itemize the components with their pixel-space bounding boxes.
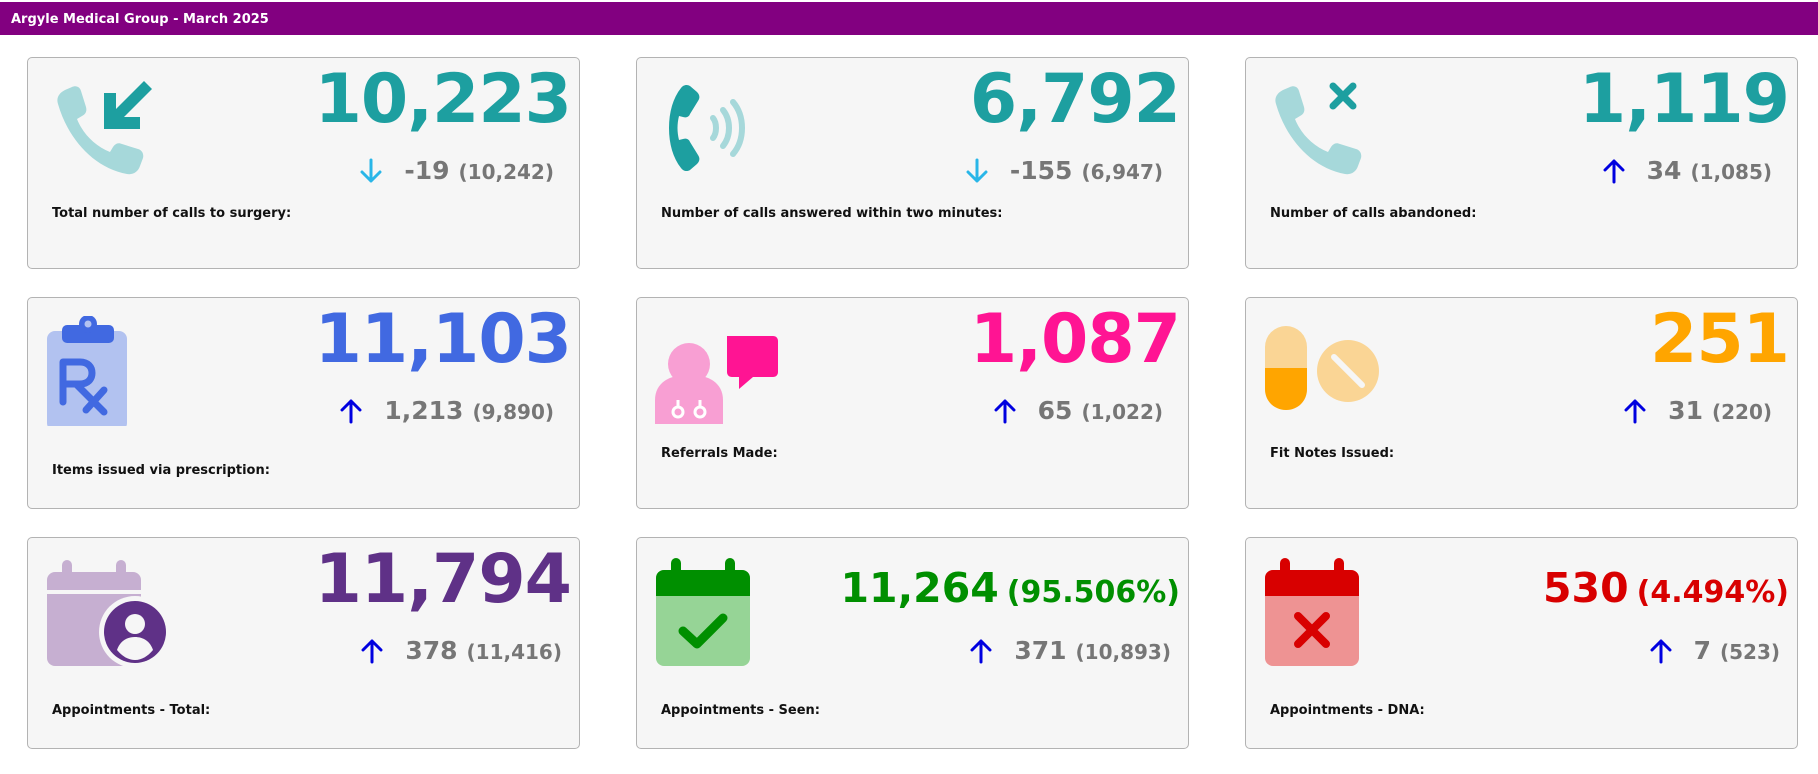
kpi-change: 65 xyxy=(1037,396,1073,425)
kpi-card-fit-notes: 251 31 (220) Fit Notes Issued: xyxy=(1245,297,1798,509)
kpi-previous: (220) xyxy=(1711,400,1772,424)
kpi-previous: (9,890) xyxy=(472,400,554,424)
kpi-change-row: 371 (10,893) xyxy=(970,636,1171,665)
up-arrow-icon xyxy=(361,638,383,664)
kpi-label: Items issued via prescription: xyxy=(52,463,270,478)
kpi-label: Number of calls answered within two minu… xyxy=(661,206,1003,221)
kpi-card-appointments-dna: 530 (4.494%) 7 (523) Appointments - DNA: xyxy=(1245,537,1798,749)
missed-call-icon xyxy=(1264,76,1414,196)
kpi-change: 34 xyxy=(1646,156,1682,185)
kpi-previous: (10,893) xyxy=(1075,640,1171,664)
calendar-check-icon xyxy=(655,556,805,676)
kpi-change: 31 xyxy=(1668,396,1703,425)
kpi-value: 251 xyxy=(1650,300,1790,379)
kpi-card-referrals: 1,087 65 (1,022) Referrals Made: xyxy=(636,297,1189,509)
kpi-label: Total number of calls to surgery: xyxy=(52,206,292,221)
kpi-value: 10,223 xyxy=(314,60,572,139)
kpi-previous: (6,947) xyxy=(1081,160,1163,184)
up-arrow-icon xyxy=(1624,398,1646,424)
kpi-change-row: 65 (1,022) xyxy=(994,396,1163,425)
doctor-chat-icon xyxy=(655,316,805,436)
incoming-call-icon xyxy=(46,76,196,196)
calendar-cross-icon xyxy=(1264,556,1414,676)
up-arrow-icon xyxy=(1650,638,1672,664)
kpi-change-row: 7 (523) xyxy=(1650,636,1780,665)
kpi-value-number: 530 xyxy=(1543,564,1629,612)
prescription-clipboard-icon xyxy=(46,316,196,436)
kpi-card-appointments-total: 11,794 378 (11,416) Appointments - Total… xyxy=(27,537,580,749)
kpi-value: 11,103 xyxy=(314,300,572,379)
pills-icon xyxy=(1264,316,1414,436)
up-arrow-icon xyxy=(1603,158,1625,184)
kpi-value: 1,087 xyxy=(969,300,1181,379)
phone-ringing-icon xyxy=(655,76,805,196)
calendar-user-icon xyxy=(46,556,196,676)
kpi-change-row: 31 (220) xyxy=(1624,396,1772,425)
kpi-change: 371 xyxy=(1014,636,1067,665)
down-arrow-icon xyxy=(360,158,382,184)
kpi-label: Appointments - Total: xyxy=(52,703,211,718)
kpi-previous: (11,416) xyxy=(466,640,562,664)
down-arrow-icon xyxy=(966,158,988,184)
up-arrow-icon xyxy=(994,398,1016,424)
kpi-previous: (1,022) xyxy=(1081,400,1163,424)
header-bar: Argyle Medical Group - March 2025 xyxy=(0,2,1818,35)
kpi-change-row: 378 (11,416) xyxy=(361,636,562,665)
kpi-value: 11,794 xyxy=(314,540,572,619)
kpi-change-row: -155 (6,947) xyxy=(966,156,1163,185)
kpi-change: -19 xyxy=(404,156,450,185)
kpi-label: Number of calls abandoned: xyxy=(1270,206,1477,221)
kpi-value-number: 11,264 xyxy=(840,564,999,612)
kpi-label: Referrals Made: xyxy=(661,446,778,461)
kpi-card-appointments-seen: 11,264 (95.506%) 371 (10,893) Appointment… xyxy=(636,537,1189,749)
kpi-card-answered-calls: 6,792 -155 (6,947) Number of calls answe… xyxy=(636,57,1189,269)
kpi-previous: (523) xyxy=(1719,640,1780,664)
up-arrow-icon xyxy=(340,398,362,424)
kpi-card-prescriptions: 11,103 1,213 (9,890) Items issued via pr… xyxy=(27,297,580,509)
up-arrow-icon xyxy=(970,638,992,664)
kpi-change-row: 1,213 (9,890) xyxy=(340,396,554,425)
kpi-previous: (1,085) xyxy=(1690,160,1772,184)
page-title: Argyle Medical Group - March 2025 xyxy=(11,12,269,27)
kpi-change: -155 xyxy=(1009,156,1073,185)
kpi-value: 11,264 (95.506%) xyxy=(841,568,1180,609)
kpi-value: 1,119 xyxy=(1578,60,1790,139)
kpi-card-abandoned-calls: 1,119 34 (1,085) Number of calls abandon… xyxy=(1245,57,1798,269)
kpi-change-row: -19 (10,242) xyxy=(360,156,554,185)
kpi-value: 6,792 xyxy=(969,60,1181,139)
kpi-change: 1,213 xyxy=(384,396,464,425)
kpi-change: 378 xyxy=(405,636,458,665)
kpi-value-percent: (95.506%) xyxy=(1006,575,1180,610)
kpi-value: 530 (4.494%) xyxy=(1543,568,1789,609)
kpi-value-percent: (4.494%) xyxy=(1636,575,1789,610)
kpi-change-row: 34 (1,085) xyxy=(1603,156,1772,185)
kpi-label: Appointments - DNA: xyxy=(1270,703,1425,718)
kpi-label: Fit Notes Issued: xyxy=(1270,446,1395,461)
kpi-label: Appointments - Seen: xyxy=(661,703,820,718)
kpi-previous: (10,242) xyxy=(458,160,554,184)
kpi-change: 7 xyxy=(1693,636,1711,665)
kpi-card-total-calls: 10,223 -19 (10,242) Total number of call… xyxy=(27,57,580,269)
